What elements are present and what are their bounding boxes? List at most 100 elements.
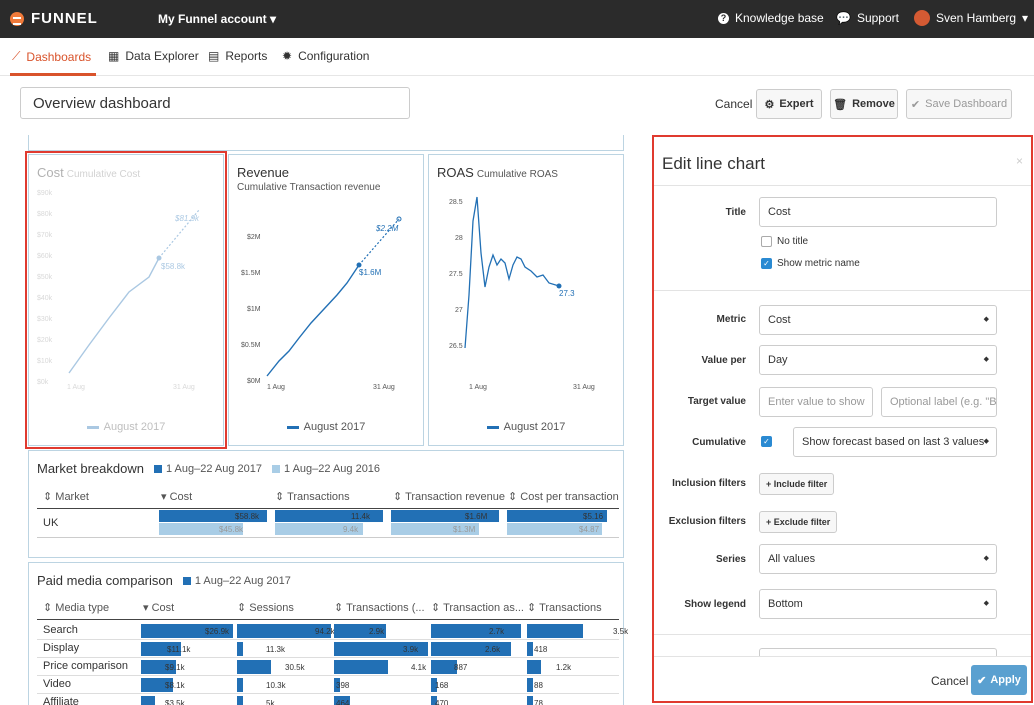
panel-cancel-link[interactable]: Cancel xyxy=(931,674,969,688)
column-header-cost[interactable]: ▾ Cost xyxy=(161,491,193,503)
title-input[interactable]: Cost xyxy=(759,197,997,227)
account-dropdown[interactable]: My Funnel account ▾ xyxy=(158,12,276,26)
y-tick: $1M xyxy=(247,306,261,313)
column-header-transaction-as[interactable]: ⇕ Transaction as... xyxy=(431,602,524,614)
header-label: Media type xyxy=(55,602,110,614)
y-tick: $40k xyxy=(37,295,53,302)
bar-previous xyxy=(159,523,243,535)
revenue-forecast-label: $2.2M xyxy=(375,224,399,233)
column-header-media-type[interactable]: ⇕ Media type xyxy=(43,602,110,614)
checkbox-checked-icon: ✓ xyxy=(761,258,772,269)
bar xyxy=(141,660,176,674)
y-tick: $1.5M xyxy=(241,270,261,277)
expert-button[interactable]: ⚙ Expert xyxy=(756,89,822,119)
bar-value: 11.4k xyxy=(351,512,370,521)
header-divider xyxy=(37,619,619,620)
card-title: ROAS Cumulative ROAS xyxy=(437,165,558,180)
column-header-cost-per-transaction[interactable]: ⇕ Cost per transaction xyxy=(508,491,619,503)
y-tick: $0M xyxy=(247,378,261,385)
exclude-filter-button[interactable]: + Exclude filter xyxy=(759,511,838,533)
panel-footer xyxy=(654,656,1031,701)
bar-value: 10.3k xyxy=(266,681,286,690)
legend-value: Bottom xyxy=(768,598,803,610)
x-tick: 31 Aug xyxy=(573,384,595,391)
bar-value: 398 xyxy=(336,681,350,690)
no-title-label: No title xyxy=(777,236,809,247)
top-bar: FUNNEL My Funnel account ▾ ? Knowledge ba… xyxy=(0,0,1034,38)
revenue-chart-card[interactable]: Revenue Cumulative Transaction revenue $… xyxy=(228,154,424,446)
close-icon[interactable]: × xyxy=(1015,154,1023,168)
bar xyxy=(431,660,457,674)
tab-dashboards[interactable]: ⟋ Dashboards xyxy=(12,49,91,64)
legend-swatch xyxy=(272,464,280,473)
cancel-link[interactable]: Cancel xyxy=(715,97,753,111)
bar xyxy=(237,696,243,705)
bar xyxy=(431,678,437,692)
tab-label: Data Explorer xyxy=(125,49,199,63)
panel-title: Edit line chart xyxy=(662,154,765,173)
no-title-checkbox[interactable]: No title xyxy=(761,236,808,247)
column-header-market[interactable]: ⇕ Market xyxy=(43,491,89,503)
tab-configuration[interactable]: ✹ Configuration xyxy=(282,49,369,63)
cumulative-checkbox[interactable]: ✓ xyxy=(761,436,772,447)
support-link[interactable]: 💬 Support xyxy=(836,11,899,25)
bar-current xyxy=(391,510,499,522)
cost-title: Cost xyxy=(37,165,64,180)
user-menu[interactable]: Sven Hamberg ▾ xyxy=(914,10,1028,26)
bar-value: 470 xyxy=(435,699,449,705)
cumulative-label: Cumulative xyxy=(692,437,746,448)
apply-button[interactable]: ✔ Apply xyxy=(971,665,1027,695)
include-filter-button[interactable]: + Include filter xyxy=(759,473,835,495)
forecast-select[interactable]: Show forecast based on last 3 values xyxy=(793,427,997,457)
cost-chart-card[interactable]: Cost Cumulative Cost $90k $80k $70k $60k … xyxy=(28,154,224,446)
logo-icon xyxy=(10,11,24,26)
bar-current xyxy=(159,510,267,522)
cost-line-chart: $90k $80k $70k $60k $50k $40k $30k $20k … xyxy=(37,190,200,391)
knowledge-base-link[interactable]: ? Knowledge base xyxy=(718,11,824,25)
bar-previous xyxy=(275,523,363,535)
header-divider xyxy=(37,508,619,509)
column-header-transactions[interactable]: ⇕ Transactions xyxy=(275,491,350,503)
market-breakdown-widget[interactable]: Market breakdown 1 Aug–22 Aug 2017 1 Aug… xyxy=(28,450,624,558)
target-value-input[interactable]: Enter value to show xyxy=(759,387,873,417)
column-header-transaction-revenue[interactable]: ⇕ Transaction revenue xyxy=(393,491,505,503)
paid-media-widget[interactable]: Paid media comparison 1 Aug–22 Aug 2017 … xyxy=(28,562,628,705)
caret-down-icon: ▾ xyxy=(1022,11,1029,25)
x-tick: 31 Aug xyxy=(173,384,195,391)
plus-icon: + xyxy=(766,479,772,489)
funnel-logo[interactable]: FUNNEL xyxy=(10,10,98,27)
column-header-sessions[interactable]: ⇕ Sessions xyxy=(237,602,294,614)
revenue-value-label: $1.6M xyxy=(359,268,382,277)
bar-value: $1.3M xyxy=(453,525,476,534)
roas-chart-card[interactable]: ROAS Cumulative ROAS 28.5 28 27.5 27 26.5… xyxy=(428,154,624,446)
y-tick: 27.5 xyxy=(449,271,463,278)
previous-widget-edge xyxy=(28,135,624,151)
media-type-name: Search xyxy=(43,624,78,636)
target-label-input[interactable]: Optional label (e.g. "B xyxy=(881,387,997,417)
bar-value: $11.1k xyxy=(167,645,191,654)
dashboard-title-input[interactable]: Overview dashboard xyxy=(20,87,410,119)
bar-value: 30.5k xyxy=(285,663,305,672)
bar xyxy=(431,696,437,705)
legend-swatch xyxy=(86,425,99,429)
column-header-transactions-b[interactable]: ⇕ Transactions xyxy=(527,602,602,614)
y-tick: $0k xyxy=(37,379,49,386)
column-header-cost[interactable]: ▾ Cost xyxy=(143,602,175,614)
remove-button[interactable]: 🗑 Remove xyxy=(830,89,898,119)
tab-data-explorer[interactable]: ▦ Data Explorer xyxy=(108,49,199,63)
column-header-transactions-a[interactable]: ⇕ Transactions (... xyxy=(334,602,425,614)
tab-reports[interactable]: ▤ Reports xyxy=(208,49,267,63)
bar-value: 3.9k xyxy=(403,645,419,654)
show-metric-checkbox[interactable]: ✓ Show metric name xyxy=(761,258,860,269)
expert-label: Expert xyxy=(779,98,814,110)
edit-line-chart-panel: Edit line chart × Title Cost No title ✓ S… xyxy=(652,135,1033,703)
save-dashboard-button[interactable]: ✔ Save Dashboard xyxy=(906,89,1012,119)
bar-value: 2.9k xyxy=(369,627,385,636)
account-name: My Funnel account xyxy=(158,12,267,26)
series-select[interactable]: All values xyxy=(759,544,997,574)
show-legend-select[interactable]: Bottom xyxy=(759,589,997,619)
metric-select[interactable]: Cost xyxy=(759,305,997,335)
user-name: Sven Hamberg xyxy=(936,11,1017,25)
value-per-select[interactable]: Day xyxy=(759,345,997,375)
bar xyxy=(334,660,388,674)
